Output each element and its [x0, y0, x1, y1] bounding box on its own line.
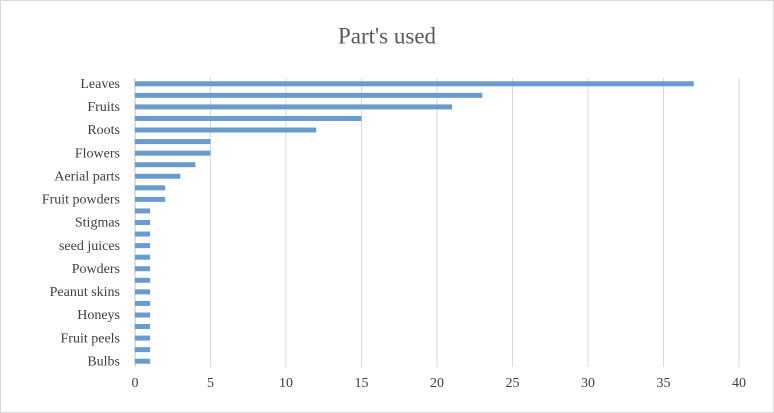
- bar: [135, 150, 211, 156]
- x-tick-label: 20: [430, 376, 444, 391]
- bar: [135, 312, 151, 318]
- bar: [135, 92, 483, 98]
- x-tick-label: 40: [732, 376, 746, 391]
- bar: [135, 162, 196, 168]
- bar: [135, 104, 453, 110]
- bar: [135, 173, 181, 179]
- x-tick-label: 0: [132, 376, 139, 391]
- bar: [135, 335, 151, 341]
- bar: [135, 208, 151, 214]
- bar: [135, 139, 211, 145]
- x-tick-label: 5: [207, 376, 214, 391]
- bar: [135, 115, 362, 121]
- bar: [135, 324, 151, 330]
- bar: [135, 254, 151, 260]
- y-tick-label: Flowers: [75, 146, 120, 161]
- bar: [135, 277, 151, 283]
- bar: [135, 127, 317, 133]
- bar: [135, 358, 151, 364]
- y-tick-label: Fruit peels: [61, 331, 121, 346]
- bar: [135, 220, 151, 225]
- bar: [135, 185, 166, 191]
- chart-title: Part's used: [338, 23, 437, 48]
- y-tick-label: Honeys: [77, 308, 120, 323]
- bar: [135, 289, 151, 295]
- y-tick-label: Roots: [87, 123, 120, 138]
- x-tick-label: 10: [279, 376, 293, 391]
- bar: [135, 81, 694, 87]
- x-tick-label: 35: [657, 376, 671, 391]
- y-tick-label: Powders: [72, 262, 120, 277]
- bar: [135, 196, 166, 202]
- bar: [135, 231, 151, 237]
- y-tick-label: seed juices: [59, 239, 120, 254]
- bar: [135, 300, 151, 306]
- bar: [135, 243, 151, 249]
- y-tick-label: Leaves: [80, 77, 120, 92]
- y-tick-label: Peanut skins: [50, 285, 120, 300]
- y-tick-label: Stigmas: [75, 216, 120, 231]
- y-tick-label: Fruits: [87, 100, 120, 115]
- x-tick-label: 30: [581, 376, 595, 391]
- x-tick-label: 25: [506, 376, 520, 391]
- y-tick-label: Aerial parts: [54, 169, 120, 184]
- y-tick-label: Fruit powders: [42, 193, 120, 208]
- bar: [135, 347, 151, 353]
- x-tick-label: 15: [355, 376, 369, 391]
- y-tick-label: Bulbs: [87, 354, 120, 369]
- bar: [135, 266, 151, 272]
